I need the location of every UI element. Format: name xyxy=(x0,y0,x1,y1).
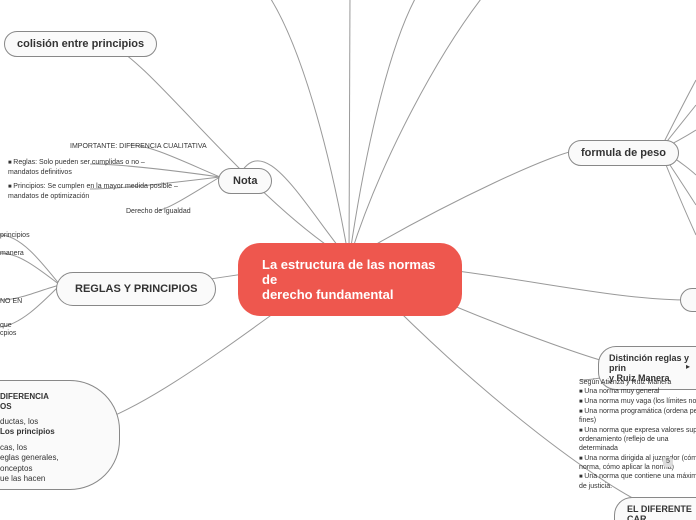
atienza-0: Una norma muy general xyxy=(579,388,659,395)
bl-2: OS xyxy=(0,402,12,411)
bl-1: DIFERENCIA xyxy=(0,392,49,401)
atienza-3: Una norma que expresa valores sup ordena… xyxy=(579,427,696,453)
node-diferente[interactable]: EL DIFERENTE CAR LOS PRINCIPIO xyxy=(614,497,696,520)
bl-7: onceptos xyxy=(0,464,32,473)
nota-child-importante: IMPORTANTE: DIFERENCIA CUALITATIVA xyxy=(70,142,207,151)
node-colision[interactable]: colisión entre principios xyxy=(4,31,157,57)
rc-e: cpios xyxy=(0,329,16,338)
bl-3: ductas, los xyxy=(0,417,38,426)
node-formula[interactable]: formula de peso xyxy=(568,140,679,166)
atienza-4: Una norma dirigida al juzgador (cóm norm… xyxy=(579,455,696,472)
nota-child-reglas: Reglas: Solo pueden ser cumplidas o no –… xyxy=(8,158,168,177)
center-title-2: derecho fundamental xyxy=(262,287,393,302)
nota-child-derecho: Derecho de igualdad xyxy=(126,207,191,216)
chevron-icon: ▸ xyxy=(686,362,690,372)
center-topic[interactable]: La estructura de las normas de derecho f… xyxy=(238,243,462,316)
nota-child-principios: Principios: Se cumplen en la mayor medid… xyxy=(8,182,178,201)
mindmap-canvas: La estructura de las normas de derecho f… xyxy=(0,0,696,520)
node-reglas-principios[interactable]: REGLAS Y PRINCIPIOS xyxy=(56,272,216,306)
rc-c: NO EN xyxy=(0,297,22,306)
atienza-block: Según Atienza y Ruiz Manera Una norma mu… xyxy=(579,378,696,491)
atienza-header: Según Atienza y Ruiz Manera xyxy=(579,379,671,386)
atienza-badge: 5 xyxy=(663,457,673,467)
node-colision-label: colisión entre principios xyxy=(17,38,144,50)
bl-6: eglas generales, xyxy=(0,453,59,462)
node-nota-label: Nota xyxy=(233,175,257,187)
atienza-2: Una norma programática (ordena pe fines) xyxy=(579,408,696,425)
center-title-1: La estructura de las normas de xyxy=(262,257,435,287)
atienza-1: Una norma muy vaga (los límites no xyxy=(579,398,696,405)
rc-a: principios xyxy=(0,231,30,240)
atienza-5: Una norma que contiene una máxim de just… xyxy=(579,473,696,490)
bl-5: cas, los xyxy=(0,443,27,452)
node-formula-label: formula de peso xyxy=(581,147,666,159)
bl-8: ue las hacen xyxy=(0,474,45,483)
bl-4: Los principios xyxy=(0,427,55,436)
diferente-l1: EL DIFERENTE CAR xyxy=(627,504,692,520)
rc-b: manera xyxy=(0,249,24,258)
distincion-l1: Distinción reglas y prin xyxy=(609,353,689,373)
node-right-cut[interactable] xyxy=(680,288,696,312)
node-reglas-principios-label: REGLAS Y PRINCIPIOS xyxy=(75,283,197,295)
node-nota[interactable]: Nota xyxy=(218,168,272,194)
